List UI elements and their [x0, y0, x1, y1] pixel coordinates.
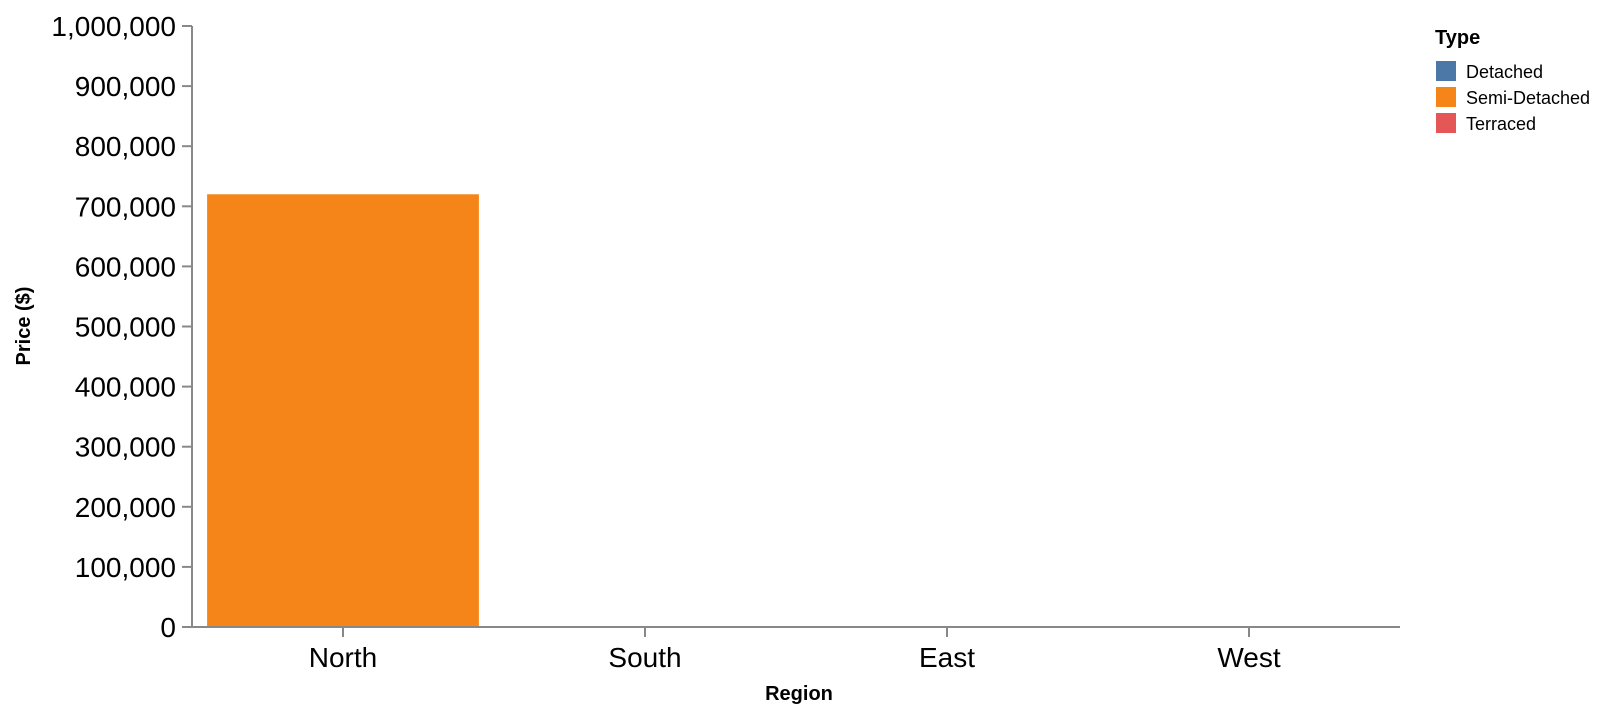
x-axis-title: Region: [765, 683, 833, 705]
y-axis-title: Price ($): [13, 287, 35, 366]
y-tick-label: 800,000: [75, 131, 176, 162]
legend-swatch: [1436, 87, 1456, 107]
y-tick-label: 700,000: [75, 191, 176, 222]
y-tick-label: 1,000,000: [51, 11, 176, 42]
x-axis: North South East West: [192, 626, 1400, 673]
y-tick-label: 100,000: [75, 552, 176, 583]
x-tick-label: South: [608, 642, 681, 673]
legend-label: Detached: [1466, 62, 1543, 82]
legend-label: Semi-Detached: [1466, 88, 1590, 108]
y-tick-label: 400,000: [75, 372, 176, 403]
x-tick-label: East: [919, 642, 975, 673]
legend-swatch: [1436, 113, 1456, 133]
y-axis: 0 100,000 200,000 300,000 400,000 500,000 600,…: [51, 11, 193, 643]
x-tick-label: North: [309, 642, 377, 673]
bars-group: [207, 194, 479, 627]
legend: Type Detached Semi-Detached Terraced: [1435, 27, 1590, 134]
y-tick-label: 900,000: [75, 71, 176, 102]
legend-swatch: [1436, 61, 1456, 81]
y-tick-label: 300,000: [75, 432, 176, 463]
x-tick-label: West: [1217, 642, 1280, 673]
y-tick-label: 500,000: [75, 312, 176, 343]
legend-label: Terraced: [1466, 114, 1536, 134]
bar: [207, 194, 479, 627]
y-tick-label: 600,000: [75, 251, 176, 282]
legend-title: Type: [1435, 27, 1480, 49]
y-tick-label: 0: [160, 612, 176, 643]
y-tick-label: 200,000: [75, 492, 176, 523]
